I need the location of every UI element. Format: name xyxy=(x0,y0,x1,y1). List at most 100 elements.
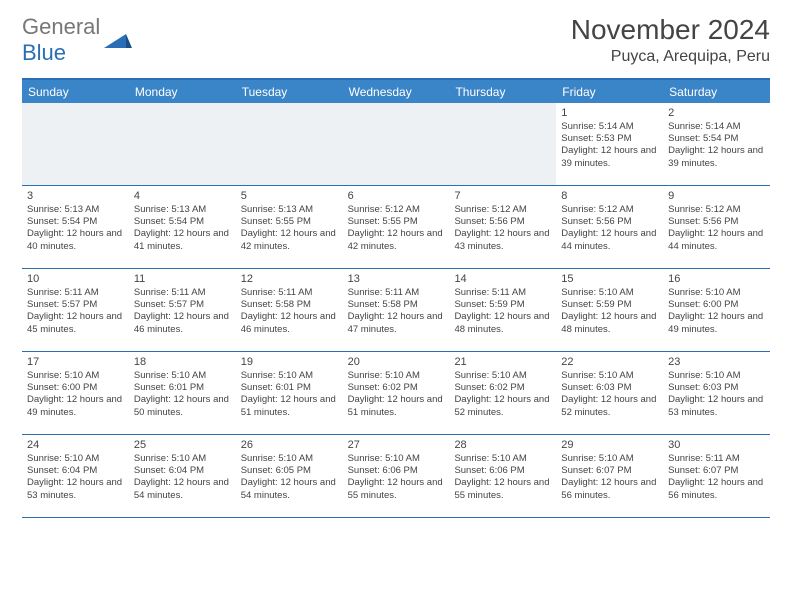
daylight-line: Daylight: 12 hours and 56 minutes. xyxy=(668,477,765,501)
day-number: 9 xyxy=(668,189,765,203)
day-number: 18 xyxy=(134,355,231,369)
daylight-line: Daylight: 12 hours and 47 minutes. xyxy=(348,311,445,335)
day-cell: 17Sunrise: 5:10 AMSunset: 6:00 PMDayligh… xyxy=(22,352,129,434)
sunrise-line: Sunrise: 5:10 AM xyxy=(348,370,445,382)
sunset-line: Sunset: 6:07 PM xyxy=(668,465,765,477)
day-number: 11 xyxy=(134,272,231,286)
daylight-line: Daylight: 12 hours and 44 minutes. xyxy=(561,228,658,252)
sunrise-line: Sunrise: 5:10 AM xyxy=(668,287,765,299)
daylight-line: Daylight: 12 hours and 54 minutes. xyxy=(241,477,338,501)
sunrise-line: Sunrise: 5:13 AM xyxy=(134,204,231,216)
day-cell: 11Sunrise: 5:11 AMSunset: 5:57 PMDayligh… xyxy=(129,269,236,351)
weekday-cell: Sunday xyxy=(22,80,129,103)
day-cell: 2Sunrise: 5:14 AMSunset: 5:54 PMDaylight… xyxy=(663,103,770,185)
sunset-line: Sunset: 5:54 PM xyxy=(27,216,124,228)
day-number: 23 xyxy=(668,355,765,369)
day-cell xyxy=(449,103,556,185)
sunrise-line: Sunrise: 5:10 AM xyxy=(348,453,445,465)
sunrise-line: Sunrise: 5:10 AM xyxy=(561,453,658,465)
sunset-line: Sunset: 6:01 PM xyxy=(134,382,231,394)
weekday-cell: Wednesday xyxy=(343,80,450,103)
day-number: 7 xyxy=(454,189,551,203)
sunset-line: Sunset: 5:58 PM xyxy=(348,299,445,311)
location: Puyca, Arequipa, Peru xyxy=(571,48,770,66)
title-block: November 2024 Puyca, Arequipa, Peru xyxy=(571,14,770,66)
day-number: 12 xyxy=(241,272,338,286)
sunrise-line: Sunrise: 5:11 AM xyxy=(241,287,338,299)
logo-part1: General xyxy=(22,14,100,39)
day-number: 27 xyxy=(348,438,445,452)
sunrise-line: Sunrise: 5:10 AM xyxy=(454,370,551,382)
daylight-line: Daylight: 12 hours and 39 minutes. xyxy=(561,145,658,169)
day-cell xyxy=(343,103,450,185)
sunrise-line: Sunrise: 5:11 AM xyxy=(134,287,231,299)
sunrise-line: Sunrise: 5:10 AM xyxy=(668,370,765,382)
sunrise-line: Sunrise: 5:10 AM xyxy=(241,370,338,382)
week-row: 17Sunrise: 5:10 AMSunset: 6:00 PMDayligh… xyxy=(22,352,770,435)
sunset-line: Sunset: 5:59 PM xyxy=(454,299,551,311)
day-number: 10 xyxy=(27,272,124,286)
sunset-line: Sunset: 6:00 PM xyxy=(668,299,765,311)
daylight-line: Daylight: 12 hours and 49 minutes. xyxy=(27,394,124,418)
sunset-line: Sunset: 5:58 PM xyxy=(241,299,338,311)
day-number: 13 xyxy=(348,272,445,286)
day-cell xyxy=(129,103,236,185)
sunrise-line: Sunrise: 5:11 AM xyxy=(27,287,124,299)
day-number: 5 xyxy=(241,189,338,203)
weekday-cell: Saturday xyxy=(663,80,770,103)
daylight-line: Daylight: 12 hours and 50 minutes. xyxy=(134,394,231,418)
weekday-cell: Tuesday xyxy=(236,80,343,103)
sunset-line: Sunset: 5:54 PM xyxy=(134,216,231,228)
day-cell: 9Sunrise: 5:12 AMSunset: 5:56 PMDaylight… xyxy=(663,186,770,268)
day-number: 24 xyxy=(27,438,124,452)
sunrise-line: Sunrise: 5:12 AM xyxy=(668,204,765,216)
sunrise-line: Sunrise: 5:13 AM xyxy=(241,204,338,216)
daylight-line: Daylight: 12 hours and 45 minutes. xyxy=(27,311,124,335)
day-number: 15 xyxy=(561,272,658,286)
day-number: 1 xyxy=(561,106,658,120)
daylight-line: Daylight: 12 hours and 42 minutes. xyxy=(241,228,338,252)
daylight-line: Daylight: 12 hours and 48 minutes. xyxy=(454,311,551,335)
sunrise-line: Sunrise: 5:11 AM xyxy=(668,453,765,465)
daylight-line: Daylight: 12 hours and 53 minutes. xyxy=(668,394,765,418)
daylight-line: Daylight: 12 hours and 43 minutes. xyxy=(454,228,551,252)
sunrise-line: Sunrise: 5:10 AM xyxy=(561,370,658,382)
sunset-line: Sunset: 5:56 PM xyxy=(561,216,658,228)
weekday-cell: Thursday xyxy=(449,80,556,103)
day-cell: 26Sunrise: 5:10 AMSunset: 6:05 PMDayligh… xyxy=(236,435,343,517)
day-cell: 20Sunrise: 5:10 AMSunset: 6:02 PMDayligh… xyxy=(343,352,450,434)
calendar: SundayMondayTuesdayWednesdayThursdayFrid… xyxy=(22,78,770,518)
day-number: 8 xyxy=(561,189,658,203)
day-cell xyxy=(22,103,129,185)
day-cell: 8Sunrise: 5:12 AMSunset: 5:56 PMDaylight… xyxy=(556,186,663,268)
day-number: 26 xyxy=(241,438,338,452)
month-title: November 2024 xyxy=(571,14,770,46)
daylight-line: Daylight: 12 hours and 52 minutes. xyxy=(561,394,658,418)
day-number: 25 xyxy=(134,438,231,452)
day-cell: 12Sunrise: 5:11 AMSunset: 5:58 PMDayligh… xyxy=(236,269,343,351)
day-cell: 21Sunrise: 5:10 AMSunset: 6:02 PMDayligh… xyxy=(449,352,556,434)
day-cell: 15Sunrise: 5:10 AMSunset: 5:59 PMDayligh… xyxy=(556,269,663,351)
sunset-line: Sunset: 6:02 PM xyxy=(348,382,445,394)
sunset-line: Sunset: 5:54 PM xyxy=(668,133,765,145)
daylight-line: Daylight: 12 hours and 49 minutes. xyxy=(668,311,765,335)
sunset-line: Sunset: 5:59 PM xyxy=(561,299,658,311)
sunset-line: Sunset: 6:07 PM xyxy=(561,465,658,477)
sunrise-line: Sunrise: 5:12 AM xyxy=(348,204,445,216)
daylight-line: Daylight: 12 hours and 52 minutes. xyxy=(454,394,551,418)
sunrise-line: Sunrise: 5:14 AM xyxy=(561,121,658,133)
sunrise-line: Sunrise: 5:11 AM xyxy=(454,287,551,299)
sunrise-line: Sunrise: 5:10 AM xyxy=(561,287,658,299)
daylight-line: Daylight: 12 hours and 51 minutes. xyxy=(241,394,338,418)
daylight-line: Daylight: 12 hours and 44 minutes. xyxy=(668,228,765,252)
day-cell: 28Sunrise: 5:10 AMSunset: 6:06 PMDayligh… xyxy=(449,435,556,517)
day-number: 16 xyxy=(668,272,765,286)
sunset-line: Sunset: 6:03 PM xyxy=(561,382,658,394)
daylight-line: Daylight: 12 hours and 56 minutes. xyxy=(561,477,658,501)
day-number: 28 xyxy=(454,438,551,452)
sunset-line: Sunset: 5:57 PM xyxy=(134,299,231,311)
sunset-line: Sunset: 5:56 PM xyxy=(668,216,765,228)
day-cell: 18Sunrise: 5:10 AMSunset: 6:01 PMDayligh… xyxy=(129,352,236,434)
day-cell: 5Sunrise: 5:13 AMSunset: 5:55 PMDaylight… xyxy=(236,186,343,268)
sunset-line: Sunset: 6:06 PM xyxy=(348,465,445,477)
